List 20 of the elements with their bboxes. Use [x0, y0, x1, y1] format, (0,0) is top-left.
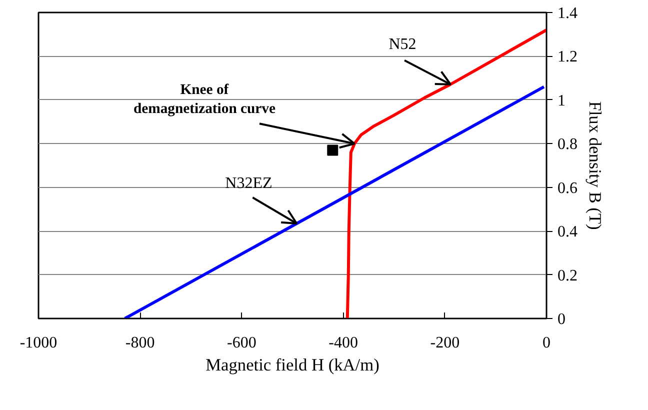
- text: N32EZ: [225, 175, 272, 192]
- y-tick-label: 1.4: [558, 5, 578, 22]
- x-tick-label: -400: [328, 334, 358, 352]
- y-tick-label: 0.8: [558, 136, 578, 154]
- y-tick-label: 0: [558, 311, 566, 328]
- x-tick-label: -800: [125, 334, 155, 352]
- y-tick-label: 0.4: [558, 224, 578, 241]
- x-tick-label: -1000: [20, 334, 58, 352]
- y-axis-title: Flux density B (T): [586, 101, 604, 230]
- x-tick-label: -200: [430, 334, 460, 352]
- x-tick-label: -600: [227, 334, 256, 352]
- y-tick-label: 1.2: [558, 48, 578, 66]
- y-tick-label: 0.6: [558, 180, 578, 197]
- y-tick-label: 0.2: [558, 267, 578, 284]
- text: N52: [388, 36, 416, 53]
- annotation: Knee of demagnetization curve: [133, 82, 276, 118]
- line-series: [346, 28, 546, 318]
- x-tick-label: 0: [542, 334, 550, 352]
- x-axis-title: Magnetic field H (kA/m): [206, 356, 380, 374]
- y-tick-label: 1: [558, 92, 566, 110]
